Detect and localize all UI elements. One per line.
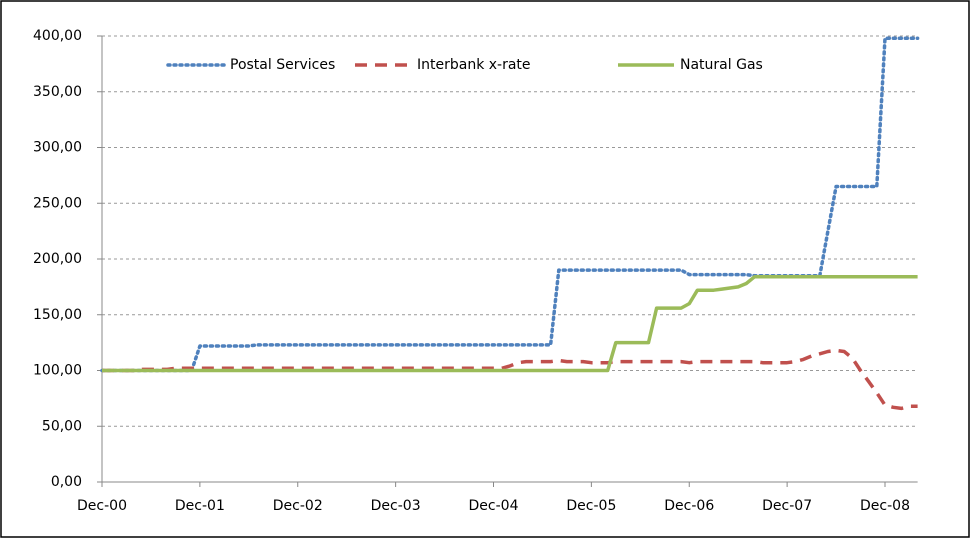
x-tick-label: Dec-07 (762, 498, 812, 514)
y-tick-label: 300,00 (33, 140, 82, 156)
legend-label: Postal Services (230, 57, 335, 73)
y-tick-label: 250,00 (33, 195, 82, 211)
y-tick-label: 50,00 (42, 418, 82, 434)
series-line (102, 275, 918, 373)
y-tick-label: 150,00 (33, 307, 82, 323)
x-tick-label: Dec-02 (273, 498, 323, 514)
y-tick-label: 200,00 (33, 251, 82, 267)
x-tick-label: Dec-00 (77, 498, 127, 514)
x-tick-label: Dec-01 (175, 498, 225, 514)
series-line (102, 348, 918, 411)
y-tick-label: 0,00 (51, 474, 82, 490)
x-tick-label: Dec-08 (860, 498, 910, 514)
legend-label: Interbank x-rate (417, 57, 531, 73)
x-tick-label: Dec-04 (469, 498, 519, 514)
legend-label: Natural Gas (680, 57, 763, 73)
y-tick-label: 100,00 (33, 363, 82, 379)
x-tick-label: Dec-05 (566, 498, 616, 514)
x-tick-label: Dec-06 (664, 498, 714, 514)
y-tick-label: 350,00 (33, 84, 82, 100)
y-tick-label: 400,00 (33, 28, 82, 44)
x-tick-label: Dec-03 (371, 498, 421, 514)
